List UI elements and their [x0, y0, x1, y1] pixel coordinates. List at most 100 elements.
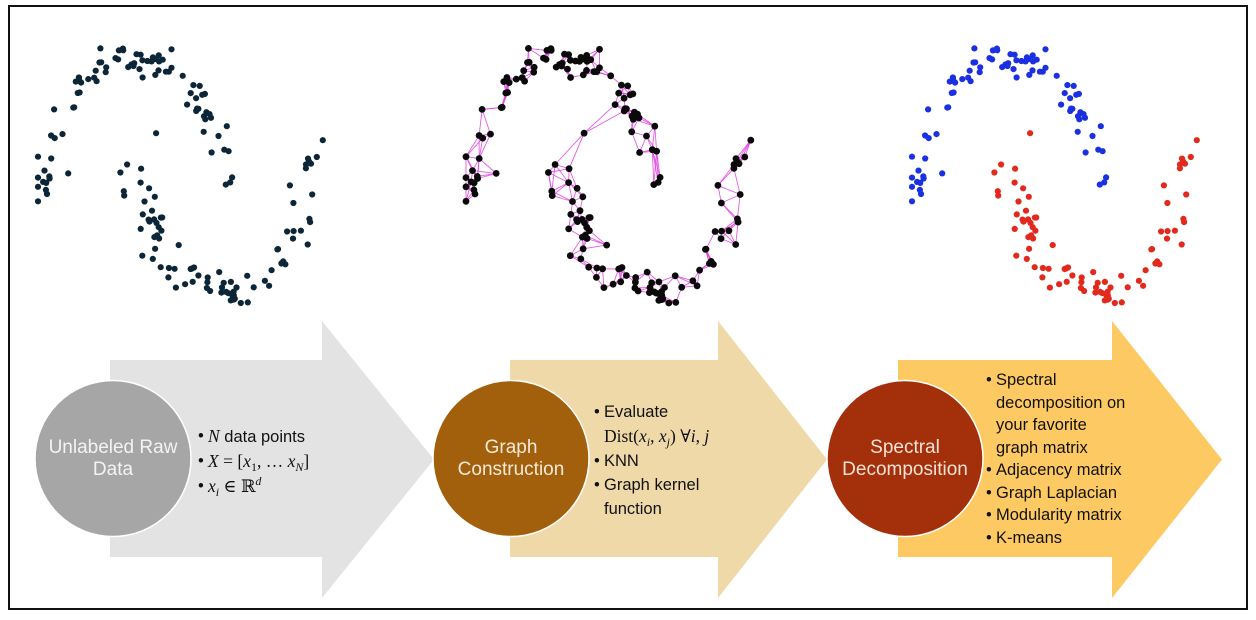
data-point — [157, 264, 164, 271]
data-point — [76, 89, 83, 96]
cluster-a-point — [1010, 66, 1017, 73]
graph-node — [462, 183, 470, 191]
cluster-b-point — [1160, 182, 1167, 189]
bullet-text: Graph kernel — [604, 476, 700, 494]
data-point — [218, 289, 225, 296]
knn-edge — [733, 168, 741, 195]
graph-node — [599, 265, 606, 273]
data-point — [184, 101, 191, 108]
graph-node — [596, 45, 603, 53]
math-subvar: j — [666, 435, 670, 450]
data-point — [98, 59, 105, 66]
step-circle-unlabeled-raw-data — [34, 379, 192, 538]
graph-node — [530, 63, 538, 71]
graph-node — [572, 57, 579, 65]
cluster-b-point — [1111, 299, 1118, 307]
graph-node — [628, 112, 636, 120]
data-point — [319, 137, 326, 144]
graph-node — [497, 104, 505, 111]
graph-node — [500, 78, 508, 85]
cluster-b-point — [1163, 235, 1171, 242]
data-point — [139, 74, 146, 81]
data-point — [290, 228, 297, 235]
data-point — [233, 284, 240, 291]
graph-node — [520, 67, 528, 75]
math-var: i — [690, 426, 696, 446]
cluster-b-point — [1090, 269, 1097, 276]
cluster-a-point — [1097, 123, 1104, 130]
cluster-a-point — [1082, 149, 1089, 156]
cluster-a-point — [999, 64, 1006, 71]
data-point — [139, 252, 146, 259]
data-point — [112, 55, 119, 62]
graph-node — [620, 94, 628, 102]
data-point — [78, 79, 85, 86]
graph-node — [600, 284, 608, 291]
math-var: x — [639, 426, 647, 446]
data-point — [103, 64, 110, 71]
graph-node — [565, 225, 573, 233]
cluster-a-point — [915, 167, 922, 174]
cluster-b-point — [1118, 299, 1125, 306]
data-point — [244, 272, 251, 279]
bullet-line: xi ∈ ℝd — [208, 474, 309, 499]
graph-node — [617, 278, 625, 286]
graph-node — [661, 284, 668, 291]
data-point — [162, 68, 169, 75]
data-point — [187, 90, 194, 97]
graph-node — [609, 280, 617, 288]
knn-edge — [569, 236, 583, 256]
graph-node — [730, 161, 738, 168]
cluster-b-point — [1049, 242, 1056, 249]
cluster-b-point — [1056, 281, 1063, 288]
cluster-b-point — [1187, 153, 1194, 161]
graph-node — [576, 207, 584, 215]
graph-node — [547, 46, 555, 54]
cluster-a-point — [1075, 90, 1082, 97]
data-point — [168, 46, 175, 53]
math-subvar: N — [295, 460, 304, 475]
math-var: x — [243, 451, 251, 471]
cluster-b-point — [1107, 284, 1114, 291]
graph-node — [565, 165, 573, 173]
bullet-text: K-means — [996, 528, 1063, 547]
knn-edge — [465, 135, 480, 157]
cluster-a-point — [1013, 74, 1020, 81]
cluster-b-point — [1011, 179, 1018, 186]
graph-node — [736, 191, 744, 198]
graph-node — [714, 182, 722, 189]
data-point — [92, 67, 99, 74]
bullet-text: data points — [219, 428, 305, 446]
knn-edge — [465, 156, 478, 177]
data-point — [200, 113, 208, 120]
graph-node — [634, 110, 641, 118]
data-point — [115, 47, 122, 54]
graph-node — [579, 245, 587, 253]
cluster-a-point — [1007, 51, 1014, 58]
data-point — [165, 264, 172, 272]
data-point — [172, 284, 179, 291]
cluster-b-point — [1015, 198, 1022, 205]
cluster-a-point — [966, 67, 973, 74]
cluster-a-point — [944, 104, 951, 111]
cluster-a-point — [1042, 46, 1049, 53]
graph-node — [470, 186, 478, 194]
bullet-item: N data points — [198, 424, 309, 449]
data-point — [223, 123, 230, 130]
data-point — [290, 199, 297, 207]
cluster-a-point — [976, 69, 983, 76]
cluster-b-point — [1178, 241, 1185, 248]
graph-node — [747, 136, 755, 144]
cluster-a-point — [1074, 128, 1081, 135]
graph-node — [487, 130, 494, 138]
cluster-b-point — [1031, 264, 1038, 271]
graph-node — [567, 56, 574, 64]
cluster-b-point — [1062, 265, 1070, 272]
data-point — [34, 198, 42, 205]
cluster-b-point — [1020, 218, 1027, 225]
knn-edge — [554, 132, 585, 165]
data-point — [168, 64, 175, 71]
data-point — [204, 274, 211, 281]
data-point — [59, 131, 66, 138]
bullet-line: N data points — [208, 424, 309, 449]
